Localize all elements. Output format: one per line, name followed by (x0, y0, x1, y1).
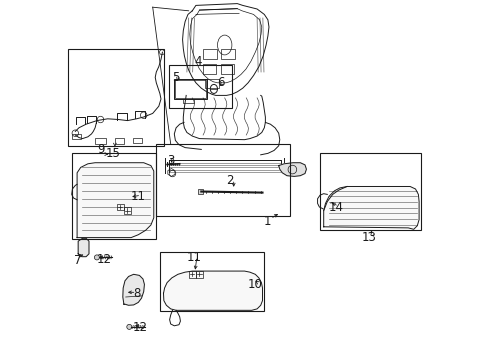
Bar (72, 153, 156, 239)
Polygon shape (163, 271, 262, 310)
Bar (189, 271, 195, 278)
Polygon shape (278, 163, 306, 176)
Bar (204, 79, 219, 88)
Bar (117, 204, 123, 210)
Bar (156, 144, 289, 216)
Bar (168, 65, 231, 108)
Text: 15: 15 (105, 147, 120, 159)
Text: 1: 1 (264, 215, 271, 228)
Bar (203, 64, 215, 74)
Text: 13: 13 (361, 231, 375, 244)
Text: 3: 3 (167, 154, 174, 167)
Text: 14: 14 (328, 201, 343, 213)
Text: 11: 11 (130, 190, 145, 203)
Text: 5: 5 (172, 71, 180, 84)
Bar (320, 153, 420, 230)
Circle shape (94, 255, 99, 260)
Bar (221, 49, 235, 59)
Text: 12: 12 (97, 253, 111, 266)
Bar (133, 138, 142, 143)
Text: 9: 9 (97, 143, 104, 156)
Bar (124, 207, 130, 214)
Text: 10: 10 (247, 278, 262, 291)
Bar (95, 138, 106, 144)
Text: 8: 8 (133, 287, 140, 300)
Text: 6: 6 (217, 76, 224, 89)
Bar (203, 49, 217, 59)
Bar (72, 134, 81, 139)
Bar (115, 138, 123, 144)
Text: 11: 11 (186, 251, 201, 264)
Polygon shape (78, 238, 89, 257)
Bar (198, 189, 203, 194)
Bar (174, 79, 206, 99)
Text: 12: 12 (132, 321, 147, 334)
Bar (221, 64, 233, 74)
Circle shape (126, 324, 132, 329)
Bar (160, 252, 264, 311)
Bar (68, 49, 163, 146)
Bar (175, 80, 205, 98)
Text: 2: 2 (226, 174, 233, 186)
Polygon shape (122, 274, 144, 305)
Text: 7: 7 (74, 255, 82, 267)
Bar (196, 271, 203, 278)
Polygon shape (77, 163, 153, 238)
Polygon shape (323, 186, 418, 229)
Text: 4: 4 (194, 55, 201, 68)
